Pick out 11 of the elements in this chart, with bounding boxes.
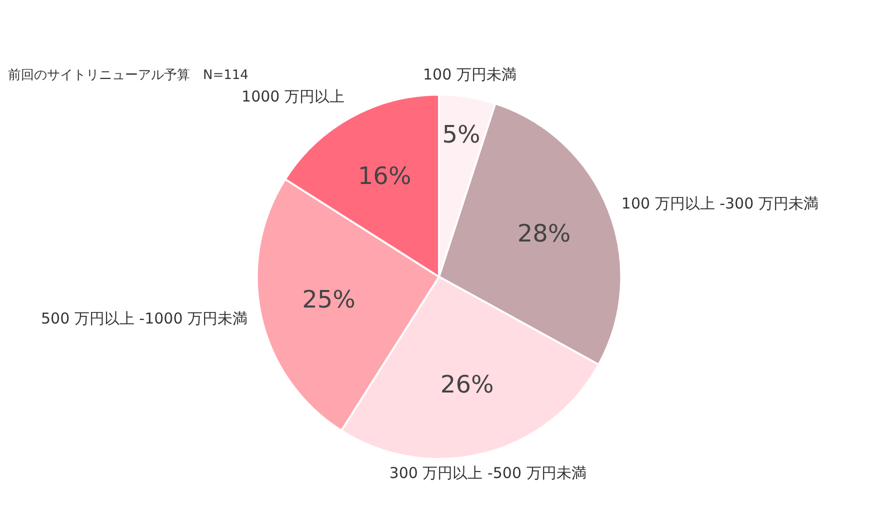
chart-title: 前回のサイトリニューアル予算 N=114 — [8, 68, 248, 84]
data-label: 5% — [442, 120, 480, 149]
slice-label: 1000 万円以上 — [242, 87, 344, 106]
data-label: 28% — [517, 219, 571, 248]
slice-label: 100 万円以上 -300 万円未満 — [621, 194, 818, 212]
data-label: 25% — [302, 286, 356, 314]
slice-label: 100 万円未満 — [422, 65, 516, 84]
data-label: 26% — [440, 370, 494, 398]
slice-label: 500 万円以上 -1000 万円未満 — [40, 309, 248, 328]
data-label: 16% — [358, 162, 412, 190]
slice-label: 300 万円以上 -500 万円未満 — [389, 464, 586, 482]
